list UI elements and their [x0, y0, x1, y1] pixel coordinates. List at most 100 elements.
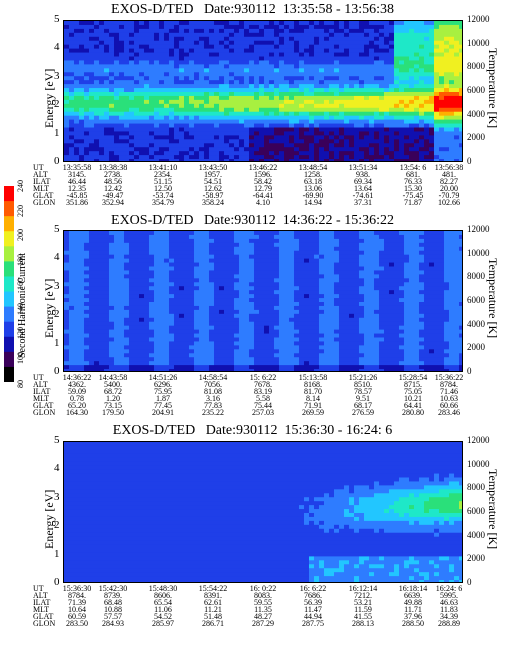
orbit-table-row: GLON 351.86 352.94 354.79 358.24 4.10 14.94 37.… [0, 198, 505, 207]
orbit-table-cell: 13.06 [304, 184, 322, 193]
orbit-table-cell: 16:12:14 [348, 584, 378, 593]
orbit-table-cell: 53.21 [354, 598, 372, 607]
orbit-table-row: ALT 8784. 8739. 8606. 8391. 8083. 7686. 7212. 66… [0, 591, 505, 600]
panel-1-spectrogram [63, 20, 463, 162]
orbit-table-cell: -75.45 [402, 191, 424, 200]
orbit-table-cell: 14:58:54 [198, 373, 228, 382]
panel-2-y2label: Temperature [K] [486, 258, 500, 339]
orbit-table-cell: 12.79 [254, 184, 272, 193]
y-tick-label: 0 [54, 365, 60, 377]
orbit-table-cell: 11.71 [404, 605, 422, 614]
orbit-table-cell: 60.59 [68, 612, 86, 621]
orbit-table-cell: 11.06 [154, 605, 172, 614]
colorbar-segment [4, 306, 14, 323]
orbit-table-cell: 16: 0:22 [249, 584, 277, 593]
orbit-table-row: MLT 0.78 1.20 1.87 3.16 5.58 8.14 9.51 10.21 10.6… [0, 394, 505, 403]
orbit-table-cell: 11.47 [304, 605, 322, 614]
panel-2-spectrogram [63, 230, 463, 372]
orbit-table-row: UT 15:36:30 15:42:30 15:48:30 15:54:22 16: 0:… [0, 584, 505, 593]
orbit-table-cell: 15:42:30 [98, 584, 128, 593]
orbit-table-cell: 13:38:38 [98, 163, 128, 172]
orbit-table-cell: 44.94 [304, 612, 322, 621]
orbit-table-cell: 15:36:22 [434, 373, 464, 382]
y-tick-label: 3 [54, 69, 60, 82]
orbit-table-label: ALT [33, 170, 48, 179]
orbit-table-cell: -74.61 [352, 191, 374, 200]
orbit-table-cell: 59.09 [68, 387, 86, 396]
y2-tick-label: 6000 [467, 295, 485, 305]
orbit-table-cell: 3145. [68, 170, 86, 179]
orbit-table-label: ILAT [33, 387, 51, 396]
orbit-table-cell: 10.64 [68, 605, 86, 614]
orbit-table-cell: 46.63 [440, 598, 458, 607]
panel-3-title: EXOS-D/TED Date:930112 15:36:30 - 16:24:… [112, 423, 393, 438]
colorbar-label: Second Harmonic Current [17, 253, 28, 358]
orbit-table-cell: 6639. [404, 591, 422, 600]
y2-tick-label: 10000 [467, 37, 490, 48]
orbit-table-cell: 65.54 [154, 598, 172, 607]
orbit-table-cell: 59.55 [254, 598, 272, 607]
orbit-table-label: MLT [33, 605, 50, 614]
orbit-table-cell: 48.56 [104, 177, 122, 186]
y-tick-label: 4 [54, 462, 60, 475]
y-tick-label: 1 [54, 126, 60, 139]
colorbar-segment [4, 201, 14, 217]
orbit-table-cell: 71.91 [304, 401, 322, 410]
y-tick-label: 2 [54, 98, 60, 111]
orbit-table-cell: 14:43:58 [98, 373, 128, 382]
orbit-table-label: GLON [33, 619, 56, 628]
orbit-table-label: UT [33, 163, 44, 172]
orbit-table-cell: 76.33 [404, 177, 422, 186]
orbit-table-cell: -45.85 [66, 191, 88, 200]
orbit-table-row: UT 14:36:22 14:43:58 14:51:26 14:58:54 15: 6:… [0, 373, 505, 382]
orbit-table-cell: 354.79 [152, 198, 174, 207]
orbit-table-cell: 280.80 [402, 408, 424, 417]
orbit-table-cell: 14:51:26 [148, 373, 178, 382]
orbit-table-cell: 77.45 [154, 401, 172, 410]
orbit-table-cell: 13:51:34 [348, 163, 378, 172]
orbit-table-cell: 8784. [440, 380, 458, 389]
orbit-table-cell: 64.41 [404, 401, 422, 410]
orbit-table-row: UT 13:35:58 13:38:38 13:41:10 13:43:50 13:46:… [0, 163, 505, 172]
orbit-table-cell: 16: 6:22 [299, 584, 327, 593]
y-tick-label: 1 [54, 547, 60, 560]
orbit-table-label: GLON [33, 198, 56, 207]
orbit-table-label: MLT [33, 184, 50, 193]
orbit-table-cell: 73.15 [104, 401, 122, 410]
y-tick-label: 2 [54, 519, 60, 532]
colorbar-tick: 200 [16, 229, 25, 241]
orbit-table-cell: 68.48 [104, 598, 122, 607]
y2-tick-label: 4000 [467, 529, 485, 540]
spectrogram-cells [64, 442, 462, 582]
orbit-table-row: GLON 164.30 179.50 204.91 235.22 257.03 269.59… [0, 408, 505, 417]
orbit-table-cell: 15:48:30 [148, 584, 178, 593]
orbit-table-label: GLAT [33, 191, 54, 200]
orbit-table-cell: 51.15 [154, 177, 172, 186]
orbit-table-cell: 15.30 [404, 184, 422, 193]
orbit-table-cell: 11.35 [254, 605, 272, 614]
y2-tick-label: 0 [467, 577, 472, 587]
orbit-table-cell: 68.72 [104, 387, 122, 396]
y2-tick-label: 12000 [467, 224, 490, 234]
orbit-table-cell: 16:24: 6 [435, 584, 463, 593]
orbit-table-cell: 20.00 [440, 184, 458, 193]
orbit-table-cell: 8715. [404, 380, 422, 389]
y-tick-label: 4 [54, 41, 60, 54]
orbit-table-cell: 13:48:54 [298, 163, 328, 172]
orbit-table-cell: 10.63 [440, 394, 458, 403]
orbit-table-cell: 288.13 [352, 619, 374, 628]
spectrogram-cells [64, 21, 462, 161]
orbit-table-cell: 15:54:22 [198, 584, 228, 593]
orbit-table-cell: 283.50 [66, 619, 88, 628]
y-tick-label: 5 [54, 434, 60, 446]
orbit-table-cell: 46.44 [68, 177, 86, 186]
orbit-table-cell: 1.20 [106, 394, 120, 403]
orbit-table-cell: 204.91 [152, 408, 174, 417]
orbit-table-cell: 13.64 [354, 184, 372, 193]
orbit-table-cell: 6296. [154, 380, 172, 389]
orbit-table-cell: 15:13:58 [298, 373, 328, 382]
y-tick-label: 0 [54, 155, 60, 167]
orbit-table-cell: 8510. [354, 380, 372, 389]
orbit-table-cell: 5995. [440, 591, 458, 600]
orbit-table-cell: 7056. [204, 380, 222, 389]
